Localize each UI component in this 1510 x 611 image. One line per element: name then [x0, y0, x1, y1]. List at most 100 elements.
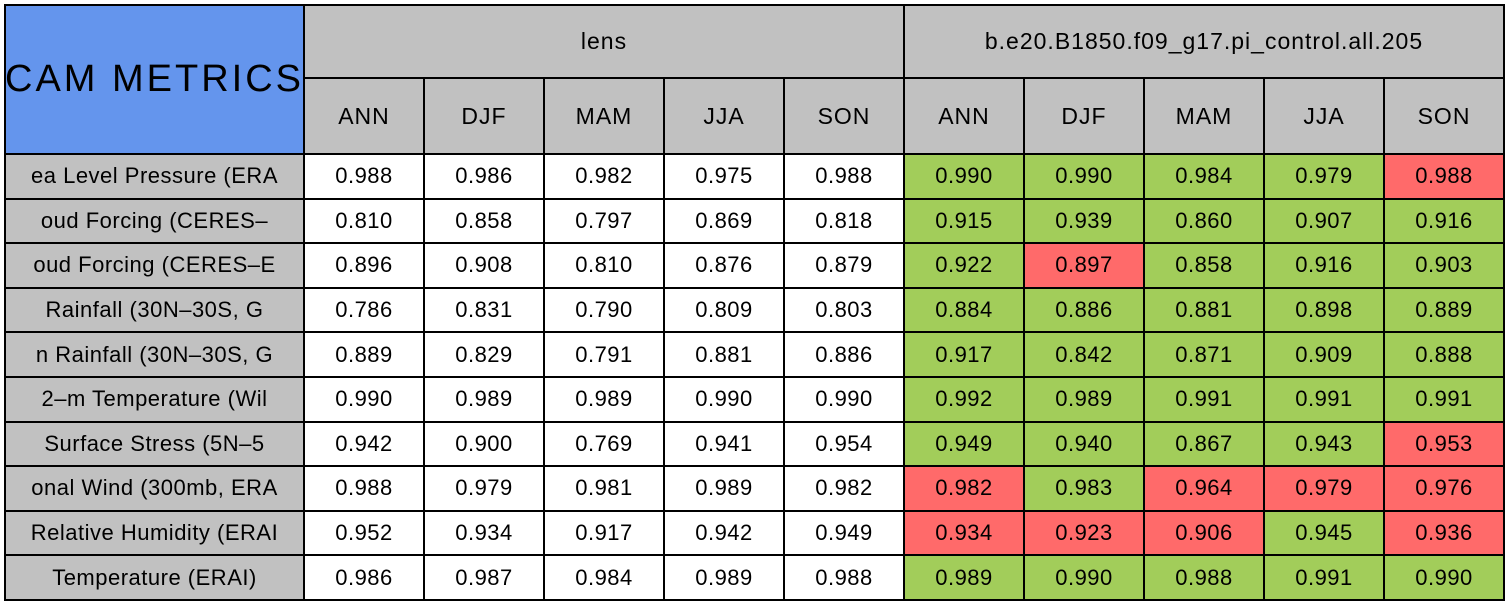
lens-value-cell: 0.982 — [783, 465, 905, 512]
group-header-row: CAM METRICS lens b.e20.B1850.f09_g17.pi_… — [4, 4, 1506, 155]
control-value-cell: 0.909 — [1263, 331, 1385, 378]
control-value-cell: 0.842 — [1023, 331, 1145, 378]
control-value-cell: 0.922 — [903, 242, 1025, 289]
season-header-lens-djf: DJF — [423, 77, 545, 155]
lens-value-cell: 0.886 — [783, 331, 905, 378]
control-value-cell: 0.989 — [903, 554, 1025, 601]
control-value-cell: 0.949 — [903, 420, 1025, 468]
season-header-control-djf: DJF — [1023, 77, 1145, 155]
metric-label-cell: oud Forcing (CERES–E — [4, 242, 305, 289]
lens-value-cell: 0.869 — [663, 197, 785, 245]
table-row: 2–m Temperature (Wil 0.990 0.989 0.989 0… — [4, 375, 1506, 423]
control-value-cell: 0.923 — [1023, 509, 1145, 557]
lens-value-cell: 0.769 — [543, 420, 665, 468]
lens-value-cell: 0.987 — [423, 554, 545, 601]
table-row: oud Forcing (CERES– 0.810 0.858 0.797 0.… — [4, 197, 1506, 245]
control-value-cell: 0.991 — [1263, 375, 1385, 423]
season-header-lens-son: SON — [783, 77, 905, 155]
table-row: ea Level Pressure (ERA 0.988 0.986 0.982… — [4, 153, 1506, 200]
lens-value-cell: 0.949 — [783, 509, 905, 557]
lens-value-cell: 0.986 — [303, 554, 425, 601]
control-value-cell: 0.988 — [1143, 554, 1265, 601]
control-value-cell: 0.860 — [1143, 197, 1265, 245]
control-value-cell: 0.988 — [1382, 153, 1506, 200]
lens-value-cell: 0.989 — [663, 554, 785, 601]
season-header-lens-jja: JJA — [663, 77, 785, 155]
table-title: CAM METRICS — [6, 58, 303, 100]
control-value-cell: 0.943 — [1263, 420, 1385, 468]
control-value-cell: 0.990 — [903, 153, 1025, 200]
metric-label: Surface Stress (5N–5 — [44, 430, 265, 456]
season-header-lens-ann: ANN — [303, 77, 425, 155]
season-header-row: ANN DJF MAM JJA SON ANN DJF MAM JJA SON — [5, 77, 1506, 155]
control-value-cell: 0.991 — [1143, 375, 1265, 423]
control-value-cell: 0.940 — [1023, 420, 1145, 468]
lens-value-cell: 0.975 — [663, 153, 785, 200]
table-row: Temperature (ERAI) 0.986 0.987 0.984 0.9… — [4, 554, 1506, 601]
control-value-cell: 0.889 — [1382, 286, 1506, 334]
lens-value-cell: 0.942 — [663, 509, 785, 557]
lens-value-cell: 0.809 — [663, 286, 785, 334]
lens-value-cell: 0.988 — [783, 554, 905, 601]
metric-label-cell: 2–m Temperature (Wil — [4, 375, 305, 423]
season-header-lens-mam: MAM — [543, 77, 665, 155]
control-value-cell: 0.983 — [1023, 465, 1145, 512]
table-row: Rainfall (30N–30S, G 0.786 0.831 0.790 0… — [4, 286, 1506, 334]
table-row: onal Wind (300mb, ERA 0.988 0.979 0.981 … — [4, 465, 1506, 512]
control-value-cell: 0.934 — [903, 509, 1025, 557]
lens-value-cell: 0.818 — [783, 197, 905, 245]
lens-value-cell: 0.990 — [663, 375, 785, 423]
table-header: CAM METRICS lens b.e20.B1850.f09_g17.pi_… — [4, 4, 1506, 155]
lens-value-cell: 0.984 — [543, 554, 665, 601]
control-value-cell: 0.903 — [1382, 242, 1506, 289]
lens-value-cell: 0.979 — [423, 465, 545, 512]
control-value-cell: 0.982 — [903, 465, 1025, 512]
control-value-cell: 0.939 — [1023, 197, 1145, 245]
metric-label-cell: onal Wind (300mb, ERA — [4, 465, 305, 512]
metric-label-cell: Relative Humidity (ERAI — [4, 509, 305, 557]
lens-value-cell: 0.908 — [423, 242, 545, 289]
lens-value-cell: 0.989 — [543, 375, 665, 423]
metric-label: oud Forcing (CERES– — [40, 207, 269, 233]
control-value-cell: 0.916 — [1382, 197, 1506, 245]
lens-value-cell: 0.876 — [663, 242, 785, 289]
control-value-cell: 0.964 — [1143, 465, 1265, 512]
control-value-cell: 0.907 — [1263, 197, 1385, 245]
metric-label-cell: Temperature (ERAI) — [4, 554, 305, 601]
table-row: Relative Humidity (ERAI 0.952 0.934 0.91… — [4, 509, 1506, 557]
lens-value-cell: 0.986 — [423, 153, 545, 200]
lens-value-cell: 0.917 — [543, 509, 665, 557]
lens-value-cell: 0.881 — [663, 331, 785, 378]
control-value-cell: 0.936 — [1382, 509, 1506, 557]
lens-value-cell: 0.954 — [783, 420, 905, 468]
metric-label-cell: Rainfall (30N–30S, G — [4, 286, 305, 334]
metric-label: oud Forcing (CERES–E — [33, 252, 276, 278]
metrics-rows: ea Level Pressure (ERA 0.988 0.986 0.982… — [4, 153, 1506, 601]
metric-label-cell: ea Level Pressure (ERA — [4, 153, 305, 200]
table-row: Surface Stress (5N–5 0.942 0.900 0.769 0… — [4, 420, 1506, 468]
control-value-cell: 0.991 — [1382, 375, 1506, 423]
control-value-cell: 0.888 — [1382, 331, 1506, 378]
metric-label: Rainfall (30N–30S, G — [45, 297, 264, 323]
control-value-cell: 0.990 — [1023, 153, 1145, 200]
control-value-cell: 0.871 — [1143, 331, 1265, 378]
control-value-cell: 0.897 — [1023, 242, 1145, 289]
control-value-cell: 0.898 — [1263, 286, 1385, 334]
lens-value-cell: 0.879 — [783, 242, 905, 289]
group-header-lens: lens — [303, 4, 905, 79]
lens-value-cell: 0.790 — [543, 286, 665, 334]
lens-value-cell: 0.810 — [303, 197, 425, 245]
metric-label: Temperature (ERAI) — [52, 564, 257, 590]
metric-label: onal Wind (300mb, ERA — [31, 475, 278, 501]
control-value-cell: 0.906 — [1143, 509, 1265, 557]
lens-value-cell: 0.797 — [543, 197, 665, 245]
control-value-cell: 0.990 — [1382, 554, 1506, 601]
control-value-cell: 0.953 — [1382, 420, 1506, 468]
control-value-cell: 0.917 — [903, 331, 1025, 378]
table-title-cell: CAM METRICS — [4, 4, 305, 155]
control-value-cell: 0.881 — [1143, 286, 1265, 334]
control-value-cell: 0.976 — [1382, 465, 1506, 512]
cam-metrics-table: CAM METRICS lens b.e20.B1850.f09_g17.pi_… — [4, 4, 1506, 601]
control-value-cell: 0.989 — [1023, 375, 1145, 423]
